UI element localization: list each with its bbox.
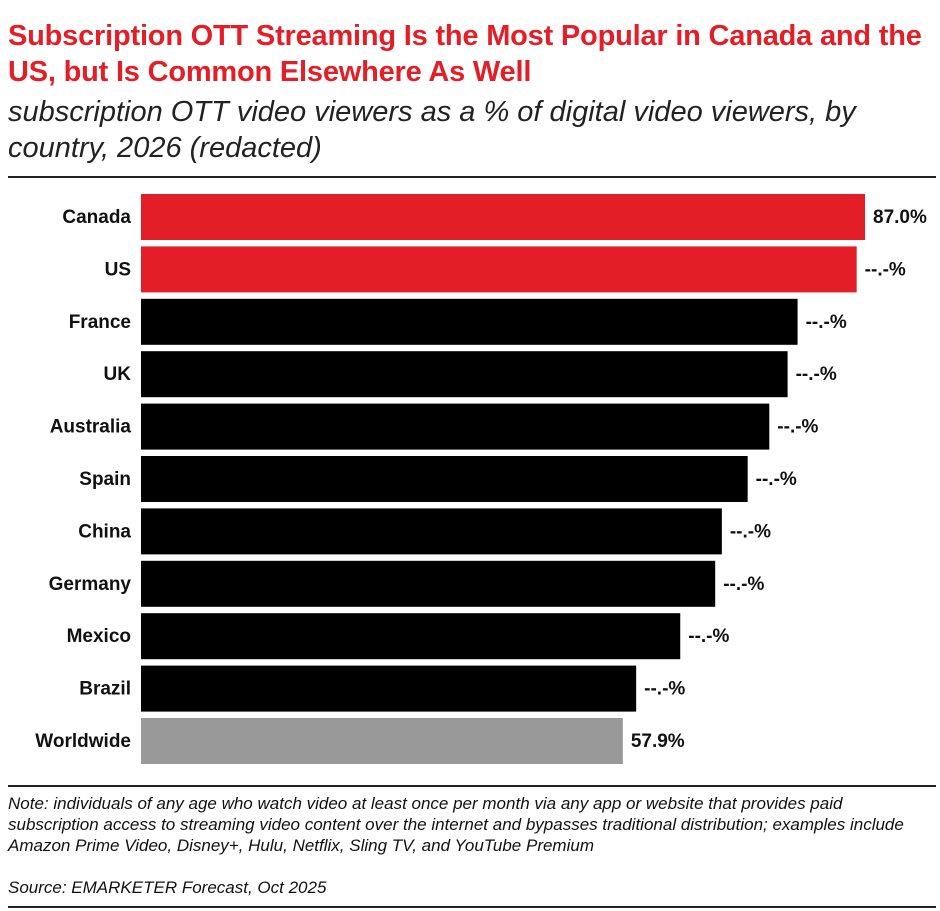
value-label: --.-% xyxy=(777,417,818,438)
bar xyxy=(141,246,857,293)
bar xyxy=(141,403,770,450)
divider xyxy=(8,906,936,908)
value-label: 87.0% xyxy=(873,207,927,228)
value-label: --.-% xyxy=(865,259,906,280)
value-label: --.-% xyxy=(806,312,847,333)
category-label: Mexico xyxy=(67,626,131,647)
source: Source: EMARKETER Forecast, Oct 2025 xyxy=(8,878,327,897)
category-label: Canada xyxy=(62,207,131,228)
bar xyxy=(141,613,681,660)
value-label: --.-% xyxy=(688,626,729,647)
category-label: Australia xyxy=(50,417,132,438)
category-label: UK xyxy=(104,364,132,385)
category-label: France xyxy=(69,312,131,333)
value-label: --.-% xyxy=(730,521,771,542)
chart-subtitle: subscription OTT video viewers as a % of… xyxy=(8,96,856,164)
bar xyxy=(141,194,865,240)
value-label: --.-% xyxy=(723,574,764,595)
bar xyxy=(141,298,798,345)
category-label: Brazil xyxy=(79,679,131,700)
divider xyxy=(8,785,936,787)
bar xyxy=(141,665,637,712)
bar xyxy=(141,560,716,607)
bar xyxy=(141,718,623,764)
value-label: --.-% xyxy=(756,469,797,490)
chart-title: Subscription OTT Streaming Is the Most P… xyxy=(8,20,922,88)
value-label: --.-% xyxy=(796,364,837,385)
divider xyxy=(8,176,936,178)
category-label: US xyxy=(105,259,131,280)
chart: Canada 87.0% US --.-% France --.-% UK --.-% Aust… xyxy=(35,194,927,764)
category-label: Spain xyxy=(79,469,131,490)
value-label: --.-% xyxy=(644,679,685,700)
category-label: Germany xyxy=(49,574,132,595)
bar xyxy=(141,456,748,502)
category-label: China xyxy=(78,521,131,542)
value-label: 57.9% xyxy=(631,731,685,752)
bar xyxy=(141,508,722,555)
bar xyxy=(141,351,788,398)
note: Note: individuals of any age who watch v… xyxy=(8,794,904,855)
category-label: Worldwide xyxy=(35,731,131,752)
